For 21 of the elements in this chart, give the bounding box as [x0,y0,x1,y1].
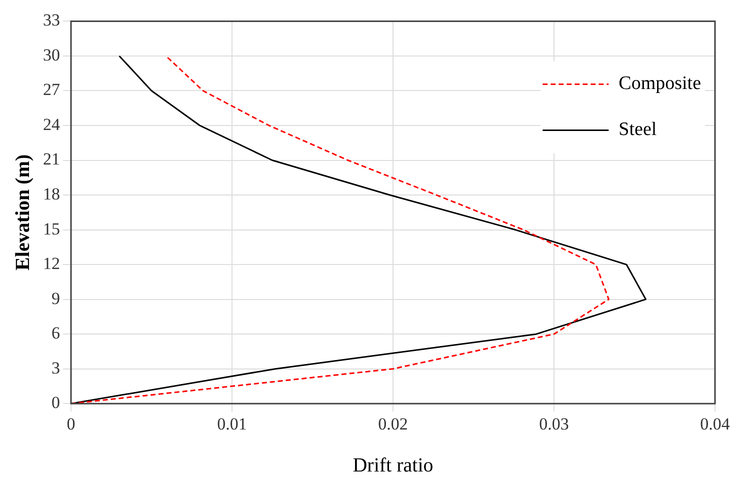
y-tick-label: 0 [52,393,60,412]
y-tick-label: 24 [43,114,60,134]
y-tick-label: 18 [43,184,60,204]
y-tick-label: 30 [43,45,60,64]
legend-label: Composite [618,73,702,94]
y-tick-label: 3 [52,358,60,378]
x-axis-title: Drift ratio [352,454,434,476]
y-tick-label: 6 [52,324,60,343]
legend-label: Steel [618,119,657,140]
y-tick-label: 27 [43,80,60,100]
x-tick-label: 0.01 [217,414,247,434]
x-tick-label: 0.04 [700,414,730,434]
x-tick-label: 0 [66,414,76,434]
y-tick-label: 12 [43,254,60,274]
x-tick-label: 0.03 [539,414,569,434]
y-tick-label: 9 [52,288,60,308]
y-tick-label: 15 [43,219,60,238]
x-tick-label: 0.02 [378,414,408,434]
y-tick-label: 33 [43,10,60,30]
y-axis-title: Elevation (m) [12,154,34,270]
y-tick-label: 21 [43,150,60,169]
